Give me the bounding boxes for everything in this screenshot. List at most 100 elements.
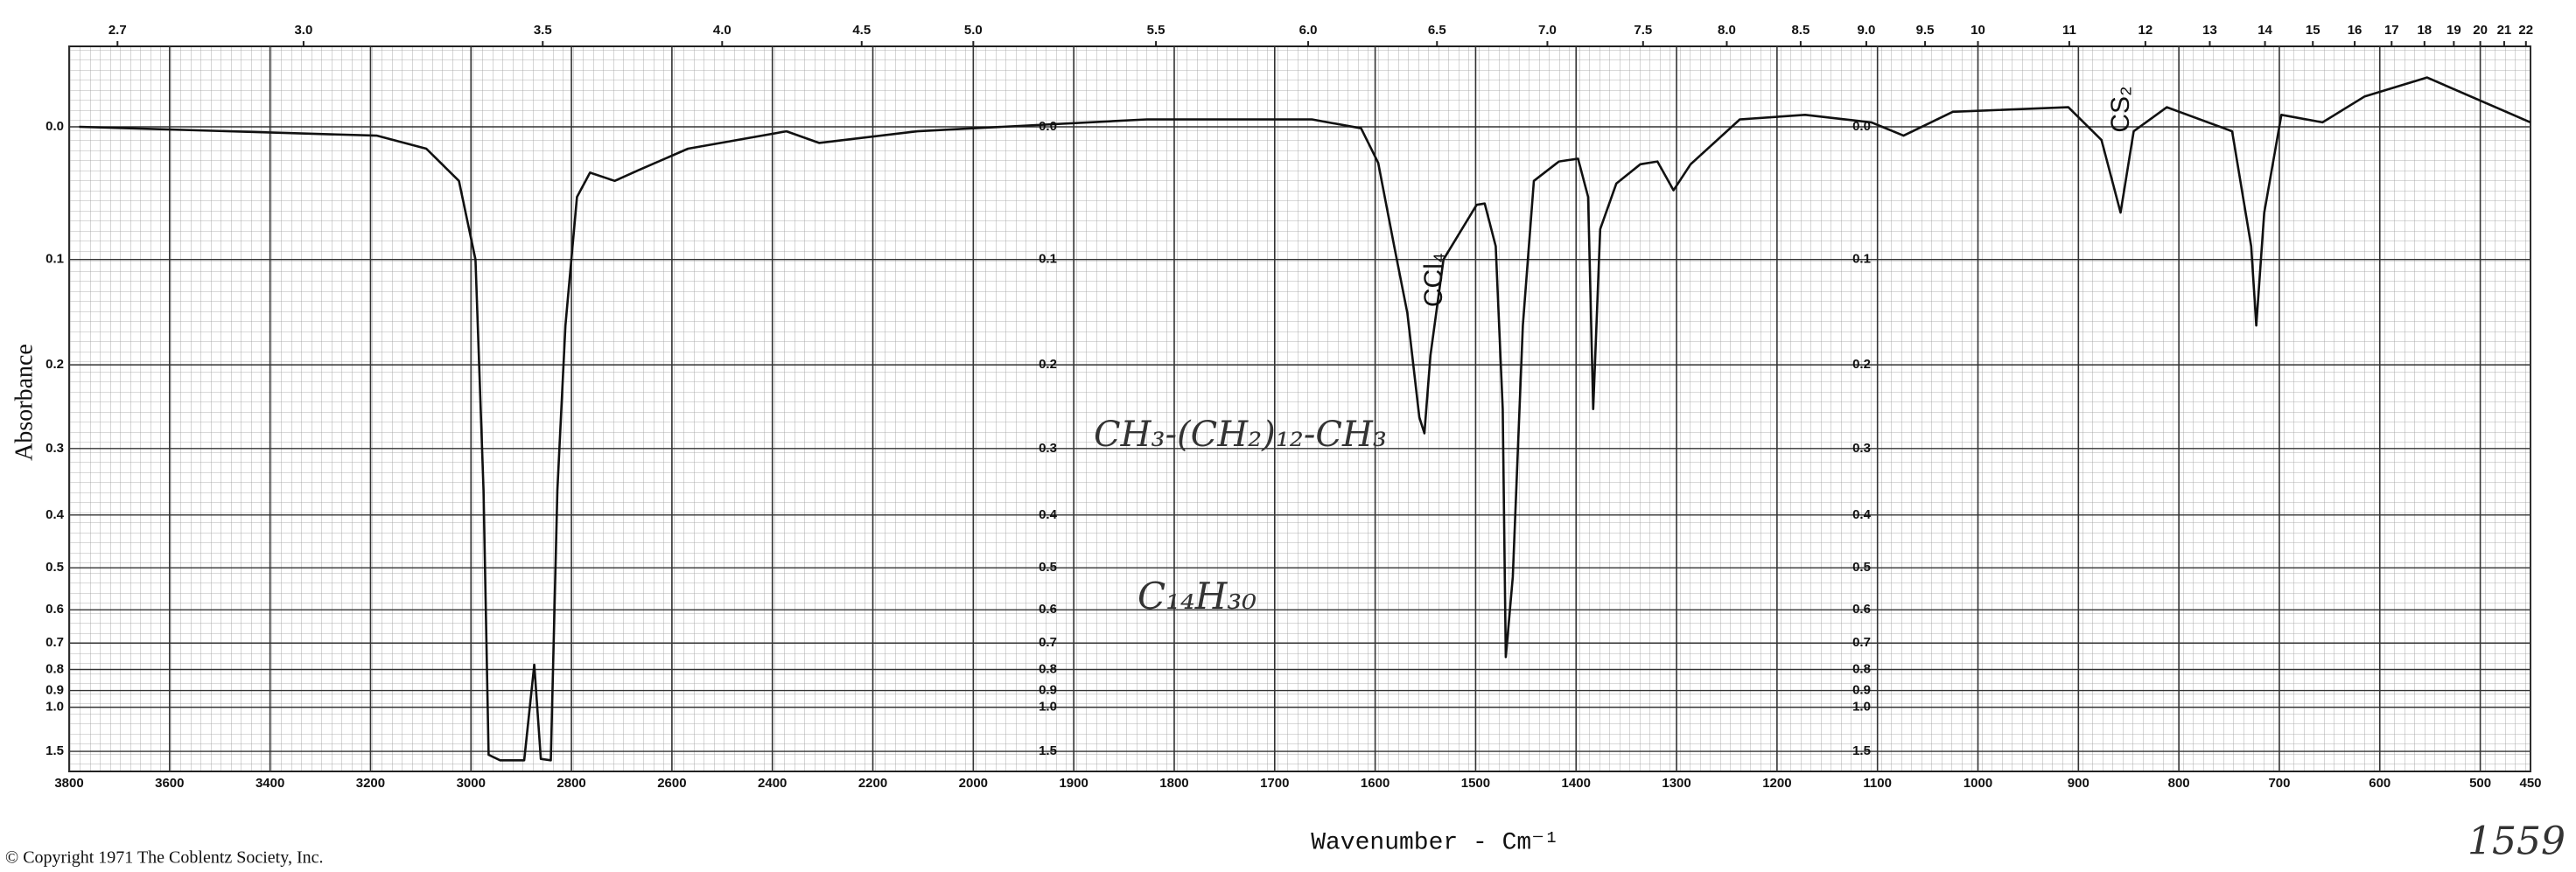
x-tick-label: 1500 bbox=[1461, 776, 1490, 791]
y-tick-label: 0.3 bbox=[1852, 441, 1871, 456]
y-tick-label: 1.0 bbox=[1852, 700, 1871, 715]
x2-tick-label: 21 bbox=[2497, 23, 2512, 38]
y-tick-label: 0.7 bbox=[1039, 635, 1057, 650]
y-tick-label: 1.0 bbox=[46, 700, 64, 715]
y-tick-label: 0.9 bbox=[46, 683, 64, 698]
x2-tick-label: 5.0 bbox=[964, 23, 983, 38]
marks bbox=[79, 76, 2531, 762]
x2-tick-label: 5.5 bbox=[1147, 23, 1166, 38]
x-tick-label: 450 bbox=[2519, 776, 2541, 791]
x2-tick-label: 22 bbox=[2518, 23, 2533, 38]
y-tick-label: 0.4 bbox=[1039, 507, 1058, 522]
plot-frame bbox=[68, 45, 2531, 772]
x-tick-label: 1100 bbox=[1863, 776, 1892, 791]
y-tick-label: 0.8 bbox=[46, 661, 64, 676]
y-tick-label: 1.5 bbox=[1039, 743, 1057, 758]
x2-tick-label: 15 bbox=[2306, 23, 2320, 38]
x-tick-label: 500 bbox=[2469, 776, 2491, 791]
x-tick-label: 2000 bbox=[959, 776, 988, 791]
y-tick-label: 0.3 bbox=[46, 441, 64, 456]
x-tick-label: 2800 bbox=[556, 776, 585, 791]
y-tick-label: 0.3 bbox=[1039, 441, 1057, 456]
x2-tick-label: 8.0 bbox=[1718, 23, 1736, 38]
y-tick-label: 0.1 bbox=[46, 252, 64, 267]
y-tick-label: 0.2 bbox=[1039, 357, 1057, 372]
x-tick-label: 1600 bbox=[1361, 776, 1390, 791]
y-tick-label: 0.7 bbox=[46, 635, 64, 650]
y-tick-label: 0.7 bbox=[1852, 635, 1871, 650]
grid: 3800 3600 3400 3200 3000 2800 2600 2400 2200 2000… bbox=[46, 23, 2541, 791]
y-tick-label: 0.6 bbox=[46, 602, 64, 617]
y-tick-label: 1.0 bbox=[1039, 700, 1057, 715]
x2-tick-label: 4.0 bbox=[713, 23, 732, 38]
x2-tick-label: 13 bbox=[2202, 23, 2217, 38]
x-tick-label: 700 bbox=[2268, 776, 2290, 791]
x-tick-label: 1800 bbox=[1159, 776, 1188, 791]
x-tick-label: 2400 bbox=[758, 776, 787, 791]
y-tick-label: 0.5 bbox=[46, 560, 64, 575]
x2-tick-label: 12 bbox=[2138, 23, 2153, 38]
x-tick-label: 3200 bbox=[356, 776, 385, 791]
x2-tick-label: 20 bbox=[2473, 23, 2488, 38]
y-tick-label: 0.8 bbox=[1852, 661, 1871, 676]
x-tick-label: 3000 bbox=[457, 776, 486, 791]
x2-tick-label: 19 bbox=[2446, 23, 2461, 38]
x2-tick-label: 9.5 bbox=[1916, 23, 1935, 38]
x-tick-label: 800 bbox=[2168, 776, 2190, 791]
y-tick-label: 0.0 bbox=[46, 119, 64, 134]
y-tick-label: 1.5 bbox=[1852, 743, 1871, 758]
y-tick-label: 0.2 bbox=[1852, 357, 1871, 372]
x-tick-label: 1700 bbox=[1260, 776, 1289, 791]
copyright: © Copyright 1971 The Coblentz Society, I… bbox=[5, 848, 323, 868]
x2-tick-label: 18 bbox=[2417, 23, 2432, 38]
y-tick-label: 0.9 bbox=[1039, 683, 1057, 698]
x2-tick-label: 4.5 bbox=[852, 23, 871, 38]
x2-tick-label: 3.5 bbox=[534, 23, 552, 38]
y-tick-label: 0.5 bbox=[1039, 560, 1057, 575]
x2-tick-label: 6.0 bbox=[1299, 23, 1318, 38]
x2-tick-label: 9.0 bbox=[1858, 23, 1876, 38]
x2-tick-label: 14 bbox=[2258, 23, 2272, 38]
x-tick-label: 3800 bbox=[54, 776, 83, 791]
x2-tick-label: 6.5 bbox=[1428, 23, 1446, 38]
x-tick-label: 1300 bbox=[1662, 776, 1690, 791]
y-tick-label: 0.2 bbox=[46, 357, 64, 372]
x2-tick-label: 16 bbox=[2348, 23, 2362, 38]
x2-tick-label: 7.5 bbox=[1634, 23, 1652, 38]
annotation: C₁₄H₃₀ bbox=[1138, 575, 1256, 617]
x2-tick-label: 7.0 bbox=[1538, 23, 1557, 38]
y-tick-label: 1.5 bbox=[46, 743, 64, 758]
x-tick-label: 1200 bbox=[1762, 776, 1791, 791]
x-tick-label: 900 bbox=[2068, 776, 2090, 791]
y-tick-label: 0.6 bbox=[1852, 602, 1871, 617]
y-tick-label: 0.0 bbox=[1039, 119, 1057, 134]
x-tick-label: 3400 bbox=[256, 776, 284, 791]
x-tick-label: 2200 bbox=[858, 776, 887, 791]
annotation: CCl₄ bbox=[1419, 253, 1448, 307]
x2-tick-label: 3.0 bbox=[294, 23, 312, 38]
labels: Absorbance Wavenumber - Cm⁻¹ CCl₄ CS₂ CH… bbox=[5, 86, 2566, 867]
x2-tick-label: 11 bbox=[2062, 23, 2076, 38]
x-tick-label: 1000 bbox=[1964, 776, 1992, 791]
y-tick-label: 0.4 bbox=[46, 507, 65, 522]
x-tick-label: 1900 bbox=[1059, 776, 1088, 791]
x-tick-label: 1400 bbox=[1562, 776, 1591, 791]
y-tick-label: 0.5 bbox=[1852, 560, 1871, 575]
x2-tick-label: 8.5 bbox=[1791, 23, 1810, 38]
x-tick-label: 600 bbox=[2369, 776, 2390, 791]
y-tick-label: 0.8 bbox=[1039, 661, 1057, 676]
x-tick-label: 3600 bbox=[155, 776, 184, 791]
x-tick-label: 2600 bbox=[657, 776, 686, 791]
y-axis-label: Absorbance bbox=[10, 344, 38, 461]
x2-tick-label: 2.7 bbox=[108, 23, 127, 38]
y-tick-label: 0.6 bbox=[1039, 602, 1057, 617]
annotation: 1559 bbox=[2468, 820, 2566, 864]
x2-tick-label: 17 bbox=[2384, 23, 2399, 38]
y-tick-label: 0.1 bbox=[1852, 252, 1871, 267]
x2-tick-label: 10 bbox=[1970, 23, 1985, 38]
y-tick-label: 0.4 bbox=[1852, 507, 1872, 522]
spectrum-line bbox=[79, 76, 2531, 762]
y-tick-label: 0.9 bbox=[1852, 683, 1871, 698]
annotation: CH₃-(CH₂)₁₂-CH₃ bbox=[1094, 415, 1387, 455]
